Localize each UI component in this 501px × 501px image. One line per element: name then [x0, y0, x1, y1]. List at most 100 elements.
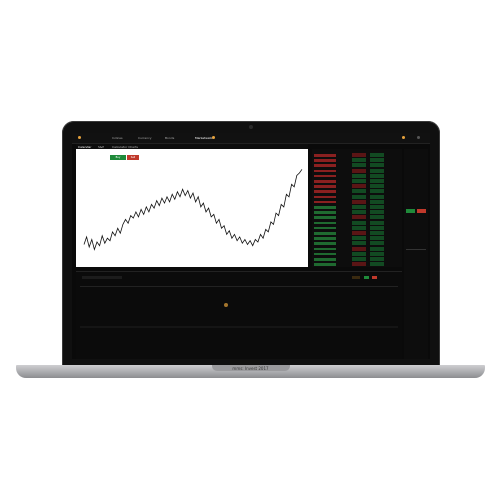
list-item[interactable]: [312, 205, 402, 210]
symbol-cell: [314, 154, 336, 157]
settings-icon[interactable]: [417, 136, 420, 139]
list-item[interactable]: [312, 220, 402, 226]
list-item[interactable]: [312, 210, 402, 215]
symbol-cell: [314, 237, 336, 240]
list-item[interactable]: [312, 179, 402, 184]
change-cell: [370, 173, 384, 178]
symbol-cell: [314, 169, 336, 173]
list-item[interactable]: [312, 173, 402, 179]
price-chart-panel[interactable]: [76, 149, 308, 267]
tab-bonds[interactable]: Bonds: [165, 136, 175, 140]
symbol-cell: [314, 190, 336, 193]
price-chart[interactable]: [76, 149, 308, 267]
toggle-red[interactable]: [372, 276, 377, 279]
tab-marketwatch[interactable]: Marketwatch: [195, 136, 215, 140]
symbol-cell: [314, 164, 336, 167]
list-item[interactable]: [312, 262, 402, 267]
list-item[interactable]: [312, 241, 402, 246]
price-series-line: [83, 169, 303, 251]
price-cell: [352, 251, 366, 256]
price-cell: [352, 241, 366, 246]
list-item[interactable]: [312, 199, 402, 205]
change-cell: [370, 189, 384, 194]
symbol-cell: [314, 195, 336, 199]
tab-calendar[interactable]: Calendar: [78, 145, 92, 149]
price-cell: [352, 231, 366, 235]
status-strip: [80, 326, 398, 328]
list-item[interactable]: [312, 189, 402, 194]
list-item[interactable]: [312, 225, 402, 231]
symbol-cell: [314, 174, 336, 178]
list-item[interactable]: [312, 194, 402, 200]
account-sidebar: [404, 149, 428, 359]
loading-icon: [224, 303, 228, 307]
symbol-cell: [314, 216, 336, 219]
change-cell: [370, 257, 384, 261]
tab-indices[interactable]: Indices: [112, 136, 123, 140]
filter-button[interactable]: [352, 276, 360, 279]
symbol-cell: [314, 232, 336, 235]
price-cell: [352, 194, 366, 199]
price-cell: [352, 205, 366, 209]
change-cell: [370, 199, 384, 204]
laptop-notch: [212, 365, 290, 371]
list-item[interactable]: [312, 184, 402, 189]
list-item[interactable]: [312, 158, 402, 163]
symbol-cell: [314, 226, 336, 230]
sell-quick-button[interactable]: [417, 209, 426, 213]
tab-calculator-charts[interactable]: Calculator Charts: [112, 145, 138, 149]
symbol-cell: [314, 221, 336, 225]
change-cell: [370, 153, 384, 157]
list-item[interactable]: [312, 257, 402, 262]
symbol-cell: [314, 206, 336, 209]
list-item[interactable]: [312, 236, 402, 241]
notification-icon[interactable]: [212, 136, 215, 139]
symbol-cell: [314, 200, 336, 204]
orders-panel: [76, 271, 402, 359]
tab-sp[interactable]: S&P: [98, 145, 105, 149]
change-cell: [370, 163, 384, 168]
list-item[interactable]: [312, 168, 402, 174]
price-cell: [352, 236, 366, 241]
symbol-cell: [314, 159, 336, 162]
toggle-green[interactable]: [364, 276, 369, 279]
list-item[interactable]: [312, 246, 402, 252]
change-cell: [370, 236, 384, 241]
laptop-base: [16, 365, 485, 378]
app-logo-icon: [78, 136, 81, 139]
change-cell: [370, 168, 384, 173]
change-cell: [370, 241, 384, 246]
change-cell: [370, 246, 384, 251]
chart-tabs: Calendar S&P Calculator Charts: [76, 144, 308, 150]
watchlist-panel: [312, 149, 402, 267]
price-cell: [352, 168, 366, 173]
symbol-cell: [314, 185, 336, 188]
price-cell: [352, 257, 366, 261]
price-cell: [352, 215, 366, 220]
price-cell: [352, 210, 366, 215]
price-cell: [352, 246, 366, 251]
list-item[interactable]: [312, 251, 402, 257]
orders-search-input[interactable]: [82, 276, 122, 279]
symbol-cell: [314, 242, 336, 245]
tab-currency[interactable]: Currency: [138, 136, 152, 140]
buy-quick-button[interactable]: [406, 209, 415, 213]
list-item[interactable]: [312, 215, 402, 220]
buy-button[interactable]: Buy: [110, 155, 126, 160]
change-cell: [370, 179, 384, 183]
symbol-cell: [314, 180, 336, 183]
sell-button[interactable]: Sell: [127, 155, 139, 160]
price-cell: [352, 199, 366, 204]
change-cell: [370, 194, 384, 199]
change-cell: [370, 220, 384, 225]
price-cell: [352, 163, 366, 168]
price-cell: [352, 153, 366, 157]
list-item[interactable]: [312, 163, 402, 168]
change-cell: [370, 231, 384, 235]
change-cell: [370, 210, 384, 215]
price-cell: [352, 173, 366, 178]
list-item[interactable]: [312, 153, 402, 158]
list-item[interactable]: [312, 231, 402, 236]
user-menu-icon[interactable]: [402, 136, 405, 139]
